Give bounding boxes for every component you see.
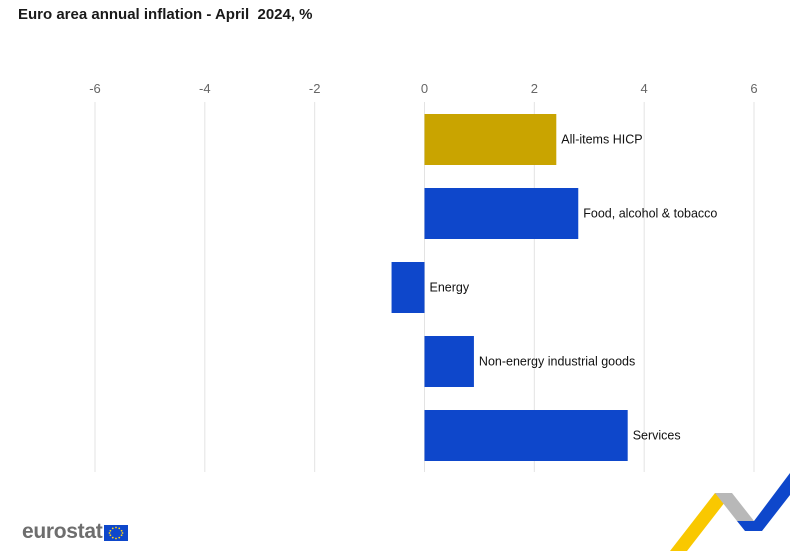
bar <box>424 114 557 165</box>
bar-category-label: All-items HICP <box>561 133 642 147</box>
x-axis-ticks: -6 -4 -2 0 2 4 6 <box>89 81 757 96</box>
x-tick-label: -4 <box>199 81 211 96</box>
x-tick-label: 4 <box>641 81 648 96</box>
brand-name: eurostat <box>22 520 103 543</box>
bar <box>424 188 579 239</box>
x-tick-label: -6 <box>89 81 101 96</box>
x-tick-label: 6 <box>750 81 757 96</box>
corner-decoration <box>670 473 790 551</box>
bar-category-label: Food, alcohol & tobacco <box>583 207 717 221</box>
chart-title: Euro area annual inflation - April 2024,… <box>18 6 313 23</box>
bar <box>424 410 628 461</box>
bar <box>424 336 474 387</box>
eurostat-logo: eurostat <box>22 520 129 544</box>
bar <box>391 262 425 313</box>
eu-flag-icon <box>104 525 129 541</box>
x-tick-label: -2 <box>309 81 321 96</box>
x-tick-label: 2 <box>531 81 538 96</box>
x-tick-label: 0 <box>421 81 428 96</box>
bar-category-label: Energy <box>430 281 470 295</box>
bar-category-label: Non-energy industrial goods <box>479 355 635 369</box>
bars <box>391 114 628 461</box>
bar-labels: All-items HICP Food, alcohol & tobacco Ene… <box>430 133 718 443</box>
gridlines <box>94 102 755 472</box>
bar-category-label: Services <box>633 429 681 443</box>
